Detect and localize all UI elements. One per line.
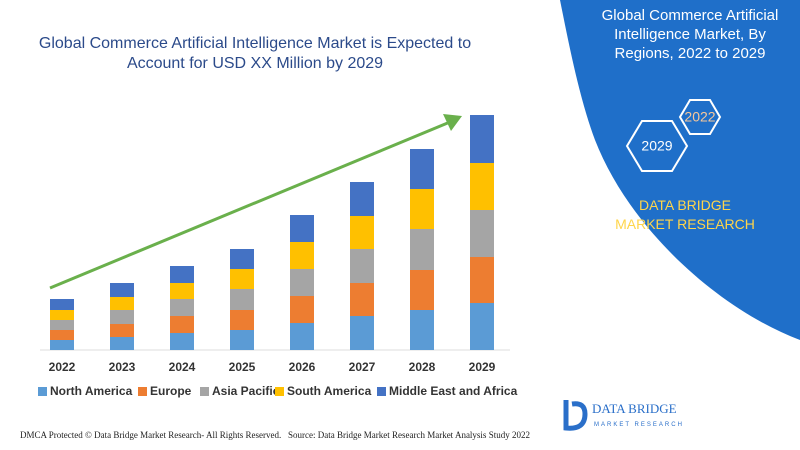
chart-title: Global Commerce Artificial Intelligence …	[38, 35, 472, 72]
bar-segment	[470, 163, 494, 210]
bar-segment	[50, 340, 74, 350]
legend-label: North America	[50, 384, 133, 398]
legend-label: Middle East and Africa	[389, 384, 518, 398]
bar-segment	[50, 330, 74, 340]
x-tick-label: 2027	[349, 360, 376, 374]
bar-segment	[410, 310, 434, 350]
side-panel	[560, 0, 800, 340]
footer-right: Source: Data Bridge Market Research Mark…	[288, 430, 530, 440]
bar-segment	[50, 310, 74, 320]
legend-swatch	[38, 387, 47, 396]
bar-segment	[470, 115, 494, 163]
bar-segment	[290, 296, 314, 323]
logo-mark	[563, 400, 588, 431]
bar-segment	[290, 215, 314, 242]
legend-label: Europe	[150, 384, 192, 398]
hex-year: 2029	[641, 138, 672, 154]
bar-segment	[290, 242, 314, 269]
bar-segment	[410, 189, 434, 229]
logo-tagline: MARKET RESEARCH	[594, 422, 684, 428]
x-tick-label: 2026	[289, 360, 316, 374]
bar-segment	[350, 216, 374, 249]
bar-segment	[110, 310, 134, 324]
brand: DATA BRIDGE MARKET RESEARCH	[615, 197, 755, 232]
logo-name: DATA BRIDGE	[592, 401, 677, 416]
bar-segment	[410, 149, 434, 189]
bar-segment	[50, 320, 74, 330]
legend-swatch	[138, 387, 147, 396]
bar-segment	[410, 270, 434, 310]
bar-segment	[170, 333, 194, 350]
bar-segment	[350, 316, 374, 350]
bar-segment	[290, 269, 314, 296]
arrow-head	[443, 114, 462, 131]
bar-segment	[110, 297, 134, 310]
bar-segment	[110, 283, 134, 297]
bar-segment	[110, 337, 134, 350]
x-tick-label: 2023	[109, 360, 136, 374]
footer-left: DMCA Protected © Data Bridge Market Rese…	[20, 430, 282, 440]
bar-segment	[230, 330, 254, 350]
bar-segment	[470, 210, 494, 257]
bar-segment	[350, 182, 374, 216]
bar-segment	[170, 316, 194, 333]
bar-segment	[50, 299, 74, 310]
legend-swatch	[275, 387, 284, 396]
legend-swatch	[200, 387, 209, 396]
trend-arrow	[49, 120, 451, 290]
bar-segment	[170, 299, 194, 316]
x-tick-label: 2024	[169, 360, 196, 374]
bar-segment	[230, 310, 254, 330]
bar-segment	[230, 269, 254, 289]
x-tick-label: 2022	[49, 360, 76, 374]
x-tick-label: 2029	[469, 360, 496, 374]
hex-year: 2022	[684, 109, 715, 125]
bar-segment	[170, 266, 194, 283]
bar-segment	[470, 257, 494, 303]
bar-segment	[170, 283, 194, 299]
hexagon	[625, 120, 689, 172]
legend-label: South America	[287, 384, 372, 398]
x-tick-label: 2028	[409, 360, 436, 374]
bar-segment	[110, 324, 134, 337]
bar-segment	[230, 289, 254, 310]
bar-segment	[470, 303, 494, 350]
bar-segment	[410, 229, 434, 270]
bar-segment	[230, 249, 254, 269]
bar-segment	[350, 249, 374, 283]
hexagon	[678, 99, 722, 135]
x-tick-label: 2025	[229, 360, 256, 374]
legend-swatch	[377, 387, 386, 396]
bar-segment	[290, 323, 314, 350]
bar-segment	[350, 283, 374, 316]
legend-label: Asia Pacific	[212, 384, 280, 398]
panel-title: Global Commerce Artificial Intelligence …	[601, 7, 779, 62]
